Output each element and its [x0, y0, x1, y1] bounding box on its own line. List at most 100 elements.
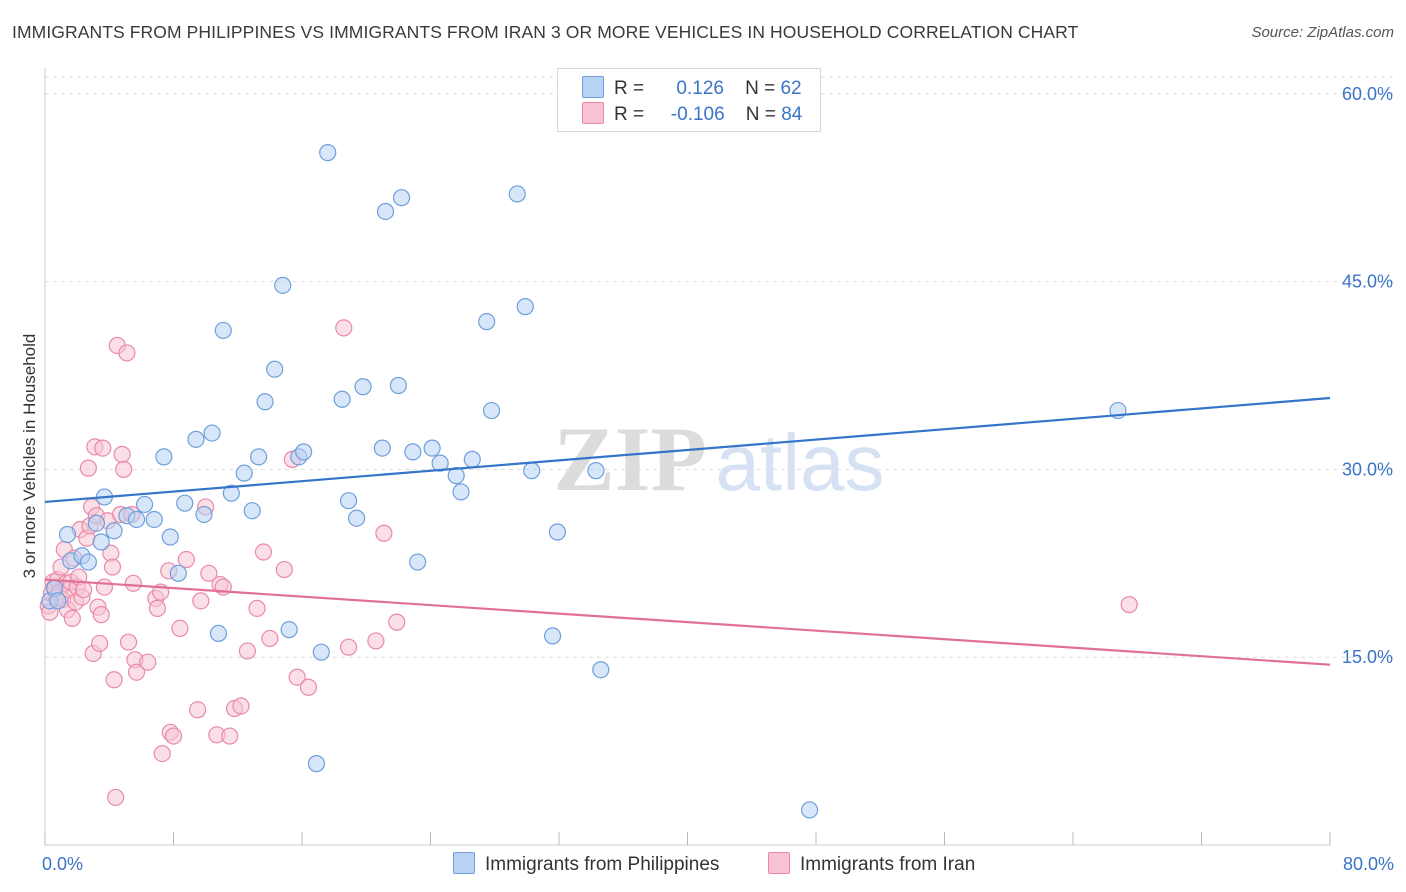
- philippines-point-15: [155, 448, 173, 466]
- legend-n-value: 62: [780, 78, 802, 99]
- philippines-point-17: [169, 564, 187, 582]
- iran-swatch: [582, 102, 604, 124]
- philippines-point-54: [508, 185, 526, 203]
- philippines-point-29: [266, 360, 284, 378]
- philippines-point-47: [423, 439, 441, 457]
- stats-legend: R = 0.126 N = 62 R = -0.106 N = 84: [557, 68, 821, 132]
- iran-point-52: [148, 599, 167, 617]
- philippines-point-42: [376, 202, 395, 221]
- y-tick-label: 15.0%: [1342, 647, 1393, 667]
- iran-point-22: [74, 580, 93, 599]
- iran-point-39: [107, 788, 125, 807]
- iran-point-50: [139, 653, 157, 671]
- legend-row-iran: R = -0.106 N = 84: [582, 102, 802, 126]
- iran-point-61: [192, 592, 210, 610]
- legend-item-philippines: Immigrants from Philippines: [453, 852, 719, 876]
- legend-r-label: R =: [614, 104, 645, 125]
- philippines-point-7: [87, 514, 106, 532]
- philippines-point-2: [49, 592, 67, 610]
- philippines-point-19: [187, 430, 205, 448]
- philippines-point-10: [105, 522, 123, 540]
- iran-point-33: [94, 439, 112, 457]
- philippines-point-53: [482, 401, 501, 420]
- source-note: Source: ZipAtlas.com: [1251, 24, 1394, 41]
- philippines-point-26: [243, 502, 261, 520]
- series-iran-points: [39, 319, 1138, 807]
- iran-point-37: [103, 558, 122, 576]
- philippines-point-35: [312, 643, 330, 661]
- iran-point-32: [92, 606, 110, 624]
- philippines-trend-line: [44, 396, 1331, 504]
- trend-lines: [44, 396, 1331, 666]
- y-axis-label: 3 or more Vehicles in Household: [20, 333, 39, 579]
- iran-point-49: [127, 663, 146, 681]
- philippines-point-25: [235, 464, 253, 482]
- philippines-point-39: [348, 509, 366, 527]
- iran-point-34: [95, 578, 114, 596]
- y-tick-label: 60.0%: [1342, 84, 1393, 104]
- iran-point-42: [113, 445, 131, 463]
- iran-point-77: [299, 678, 318, 696]
- philippines-point-36: [319, 144, 337, 162]
- philippines-point-58: [548, 523, 566, 541]
- philippines-point-38: [339, 492, 358, 510]
- x-tick-label-min: 0.0%: [42, 854, 83, 874]
- legend-r-label: R =: [614, 78, 645, 99]
- iran-point-83: [1120, 596, 1138, 614]
- legend-label-philippines: Immigrants from Philippines: [485, 854, 720, 875]
- philippines-point-21: [203, 424, 221, 442]
- philippines-point-3: [58, 525, 77, 544]
- philippines-point-20: [195, 505, 213, 524]
- philippines-point-8: [92, 533, 110, 551]
- philippines-point-30: [274, 276, 292, 294]
- philippines-point-45: [404, 443, 422, 461]
- philippines-point-61: [800, 801, 819, 819]
- iran-trend-line: [44, 578, 1331, 666]
- philippines-point-24: [222, 484, 240, 502]
- philippines-point-52: [478, 313, 496, 331]
- iran-point-80: [367, 632, 385, 650]
- legend-label-iran: Immigrants from Iran: [800, 854, 976, 875]
- iran-point-57: [164, 727, 183, 745]
- iran-point-54: [153, 745, 171, 763]
- iran-point-74: [275, 560, 293, 579]
- philippines-point-51: [463, 450, 481, 468]
- iran-point-58: [171, 619, 189, 637]
- iran-point-78: [335, 319, 353, 337]
- philippines-point-60: [592, 661, 610, 679]
- iran-point-47: [124, 574, 142, 592]
- philippines-point-37: [333, 390, 351, 408]
- legend-n-value: 84: [781, 104, 803, 125]
- philippines-point-13: [135, 495, 154, 514]
- chart-title: IMMIGRANTS FROM PHILIPPINES VS IMMIGRANT…: [12, 22, 1079, 42]
- philippines-point-31: [280, 621, 298, 639]
- iran-point-60: [188, 701, 207, 719]
- philippines-point-48: [431, 454, 449, 472]
- philippines-point-28: [256, 393, 274, 411]
- iran-point-72: [254, 543, 273, 561]
- watermark-atlas: atlas: [716, 418, 885, 507]
- iran-point-73: [261, 629, 279, 648]
- philippines-point-56: [523, 462, 541, 480]
- philippines-point-59: [587, 462, 605, 480]
- philippines-point-27: [250, 448, 268, 466]
- philippines-point-55: [516, 298, 534, 316]
- philippines-point-6: [79, 553, 97, 571]
- philippines-point-57: [543, 627, 562, 645]
- legend-n-label: N =: [745, 104, 776, 125]
- legend-r-value: -0.106: [670, 104, 725, 125]
- philippines-point-46: [409, 553, 427, 571]
- iran-point-79: [339, 638, 358, 656]
- axis-ticks: [44, 832, 1331, 845]
- y-tick-labels: 15.0% 30.0% 45.0% 60.0%: [1342, 84, 1393, 667]
- philippines-point-40: [354, 378, 372, 396]
- series-philippines-points: [41, 144, 1127, 819]
- philippines-point-14: [145, 510, 163, 529]
- y-tick-label: 30.0%: [1342, 459, 1393, 479]
- iran-point-82: [388, 613, 406, 631]
- iran-point-24: [79, 459, 97, 477]
- philippines-point-43: [389, 376, 407, 395]
- philippines-point-34: [307, 755, 326, 773]
- philippines-point-12: [127, 510, 146, 529]
- x-tick-label-max: 80.0%: [1343, 854, 1394, 874]
